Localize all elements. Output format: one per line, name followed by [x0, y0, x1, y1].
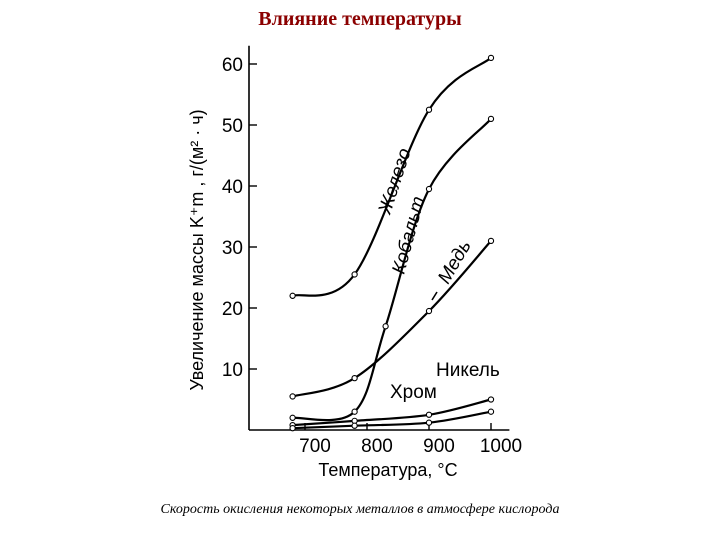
y-tick-label: 50: [222, 116, 243, 137]
series-line: [292, 410, 492, 430]
x-tick-label: 1000: [480, 436, 522, 457]
series-4: [289, 408, 495, 432]
data-point: [289, 292, 296, 299]
y-tick-label: 20: [222, 299, 243, 320]
data-point: [351, 408, 358, 415]
series-line: [292, 398, 492, 427]
data-point: [487, 54, 495, 62]
data-point: [425, 419, 433, 426]
x-tick-label: 900: [423, 436, 455, 457]
slide-title: Влияние температуры: [258, 8, 462, 30]
data-point: [487, 115, 495, 123]
y-axis-label: Увеличение массы K⁺m , г/(м² · ч): [187, 109, 207, 390]
series-line: [292, 240, 492, 398]
data-point: [425, 307, 433, 315]
series-line: [292, 57, 492, 297]
series-label: Хром: [390, 382, 437, 403]
data-point: [487, 408, 495, 415]
data-point: [351, 374, 358, 382]
label-leader-dash: [431, 291, 438, 301]
x-axis-label: Температура, °C: [318, 460, 457, 480]
series-1: [289, 115, 495, 422]
data-point: [289, 414, 296, 421]
chart-ticks: 10 20 30 40 50 60 700 800 900 1000: [222, 55, 522, 457]
series-line: [292, 118, 492, 422]
data-point: [425, 411, 433, 418]
data-point: [425, 185, 433, 193]
series-label: Медь: [434, 237, 476, 288]
y-tick-label: 40: [222, 177, 243, 198]
x-tick-label: 800: [361, 436, 393, 457]
data-point: [351, 271, 358, 278]
data-point: [487, 396, 495, 403]
series-0: [289, 54, 495, 299]
data-point: [351, 422, 358, 429]
y-tick-label: 60: [222, 55, 243, 76]
series-2: [289, 237, 495, 400]
data-point: [289, 425, 296, 432]
series-label: Никель: [436, 360, 500, 381]
chart-series: [289, 54, 495, 432]
data-point: [487, 237, 495, 245]
y-tick-label: 30: [222, 238, 243, 259]
data-point: [289, 393, 296, 400]
x-tick-label: 700: [299, 436, 331, 457]
chart-caption: Скорость окисления некоторых металлов в …: [160, 502, 560, 517]
y-tick-label: 10: [222, 360, 243, 381]
data-point: [382, 323, 389, 330]
data-point: [425, 106, 433, 113]
